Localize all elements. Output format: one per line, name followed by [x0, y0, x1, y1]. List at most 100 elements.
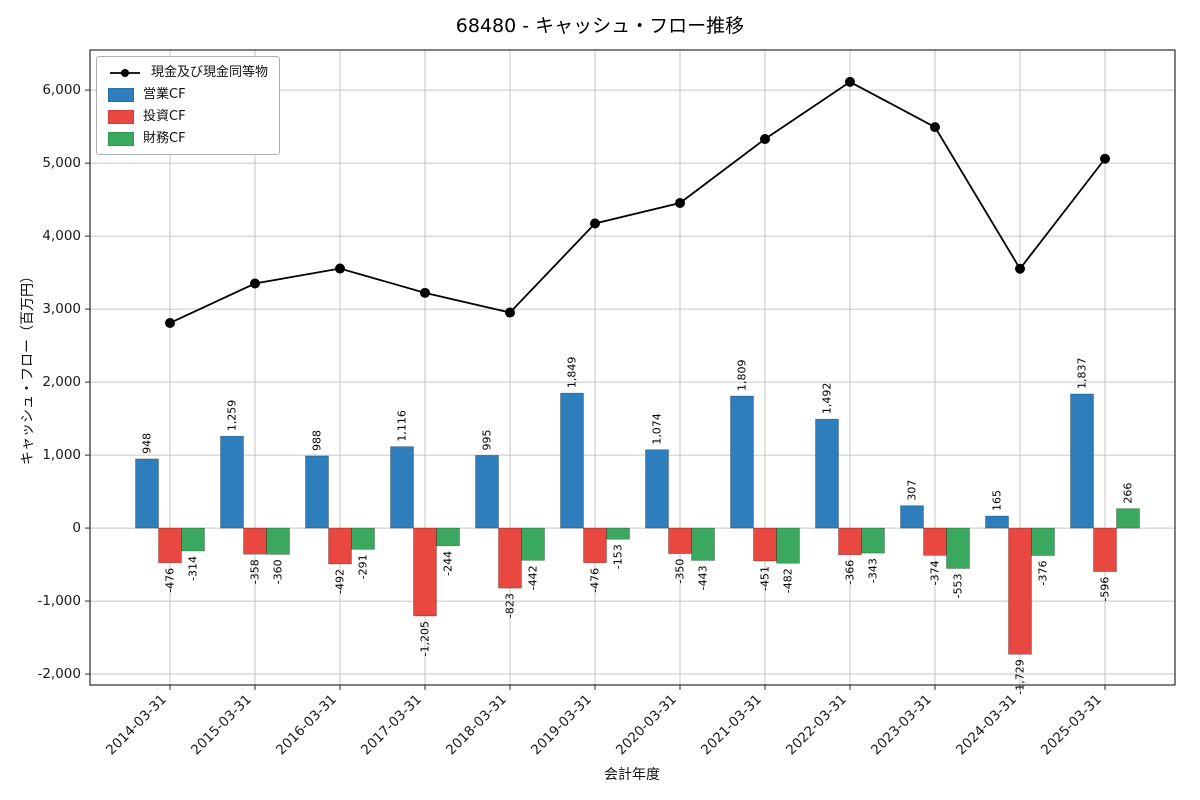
y-tick-label: 0 [72, 520, 81, 536]
line-marker [760, 134, 770, 145]
bar-investing-cf [923, 527, 947, 556]
x-tick-label: 2022-03-31 [783, 692, 850, 759]
bar-investing-cf [1008, 527, 1032, 655]
bar-financing-cf [606, 527, 630, 540]
line-marker [335, 263, 345, 274]
bar-financing-cf [861, 527, 885, 554]
bar-investing-cf [158, 527, 182, 564]
plot-border [89, 49, 1176, 686]
bar-investing-cf [328, 527, 352, 565]
line-marker [845, 76, 855, 87]
bar-value-label: -360 [272, 559, 285, 584]
bar-value-label: -451 [759, 566, 772, 591]
bar-financing-cf [691, 527, 715, 561]
x-tick-label: 2015-03-31 [188, 692, 255, 759]
bar-value-label: -596 [1099, 577, 1112, 602]
y-tick-label: -2,000 [37, 666, 81, 682]
x-tick-label: 2021-03-31 [698, 692, 765, 759]
bar-value-label: -482 [782, 568, 795, 593]
bar-value-label: 1,116 [396, 410, 409, 442]
bar-value-label: -476 [589, 568, 602, 593]
bar-financing-cf [1031, 527, 1055, 556]
chart-title: 68480 - キャッシュ・フロー推移 [455, 15, 745, 37]
bar-operating-cf [305, 455, 329, 529]
bar-value-label: 307 [906, 480, 919, 501]
bar-investing-cf [838, 527, 862, 556]
y-tick-label: 3,000 [42, 301, 81, 317]
y-tick-label: 6,000 [42, 82, 81, 98]
line-marker [505, 307, 515, 318]
line-marker [1015, 263, 1025, 274]
bar-financing-cf [266, 527, 290, 555]
legend-swatch-investing-icon [108, 109, 134, 124]
bar-investing-cf [668, 527, 692, 554]
bar-value-label: 1,074 [651, 413, 664, 445]
legend-item-investing-cf: 投資CF [108, 109, 268, 124]
legend-label-operating-cf: 営業CF [143, 87, 186, 102]
line-marker [930, 122, 940, 133]
bar-operating-cf [560, 392, 584, 529]
legend: 現金及び現金同等物 営業CF 投資CF 財務CF [96, 56, 281, 155]
y-tick-label: 2,000 [42, 374, 81, 390]
y-tick-label: 1,000 [42, 447, 81, 463]
legend-swatch-operating-icon [108, 87, 134, 102]
bar-financing-cf [436, 527, 460, 547]
line-marker [675, 197, 685, 208]
bar-value-label: 1,259 [226, 400, 239, 432]
bar-value-label: -443 [697, 565, 710, 590]
bar-value-label: 948 [141, 433, 154, 454]
bar-operating-cf [730, 395, 754, 529]
bar-value-label: -376 [1037, 561, 1050, 586]
legend-swatch-financing-icon [108, 131, 134, 146]
bar-value-label: -553 [952, 573, 965, 598]
bar-operating-cf [645, 449, 669, 529]
bar-operating-cf [135, 458, 159, 529]
x-tick-label: 2023-03-31 [868, 692, 935, 759]
bar-value-label: -442 [527, 565, 540, 590]
bar-value-label: 266 [1122, 483, 1135, 504]
bar-value-label: -1,205 [419, 621, 432, 656]
bar-financing-cf [776, 527, 800, 564]
bar-value-label: 1,809 [736, 360, 749, 392]
bar-value-label: -366 [844, 560, 857, 585]
bar-value-label: 1,849 [566, 357, 579, 389]
legend-label-cash-equivalents: 現金及び現金同等物 [151, 65, 269, 80]
bar-value-label: -153 [612, 544, 625, 569]
bar-investing-cf [583, 527, 607, 564]
x-tick-label: 2016-03-31 [273, 692, 340, 759]
bar-operating-cf [985, 515, 1009, 529]
x-tick-label: 2020-03-31 [613, 692, 680, 759]
bar-financing-cf [351, 527, 375, 550]
bar-value-label: -1,729 [1014, 659, 1027, 694]
legend-item-financing-cf: 財務CF [108, 131, 268, 146]
bar-value-label: 988 [311, 430, 324, 451]
y-tick-label: -1,000 [37, 593, 81, 609]
bar-value-label: -350 [674, 559, 687, 584]
plot-area [90, 50, 1175, 685]
bar-investing-cf [243, 527, 267, 555]
bar-operating-cf [1070, 393, 1094, 529]
x-tick-label: 2025-03-31 [1038, 692, 1105, 759]
bar-financing-cf [521, 527, 545, 561]
bar-financing-cf [1116, 508, 1140, 529]
bar-value-label: 1,492 [821, 383, 834, 415]
x-tick-label: 2018-03-31 [443, 692, 510, 759]
line-cash-equivalents [169, 80, 1106, 324]
x-axis-label: 会計年度 [604, 767, 660, 783]
legend-line-marker-icon [110, 68, 140, 77]
bar-value-label: -492 [334, 569, 347, 594]
x-tick-label: 2014-03-31 [103, 692, 170, 759]
bar-value-label: -358 [249, 559, 262, 584]
bar-value-label: 995 [481, 429, 494, 450]
bar-financing-cf [946, 527, 970, 569]
bar-value-label: -343 [867, 558, 880, 583]
bar-value-label: 165 [991, 490, 1004, 511]
bar-value-label: -476 [164, 568, 177, 593]
bar-financing-cf [181, 527, 205, 552]
y-tick-label: 5,000 [42, 155, 81, 171]
bar-value-label: -374 [929, 560, 942, 585]
y-axis-label: キャッシュ・フロー（百万円） [20, 269, 36, 465]
y-tick-label: 4,000 [42, 228, 81, 244]
legend-item-cash-equivalents: 現金及び現金同等物 [108, 65, 268, 80]
